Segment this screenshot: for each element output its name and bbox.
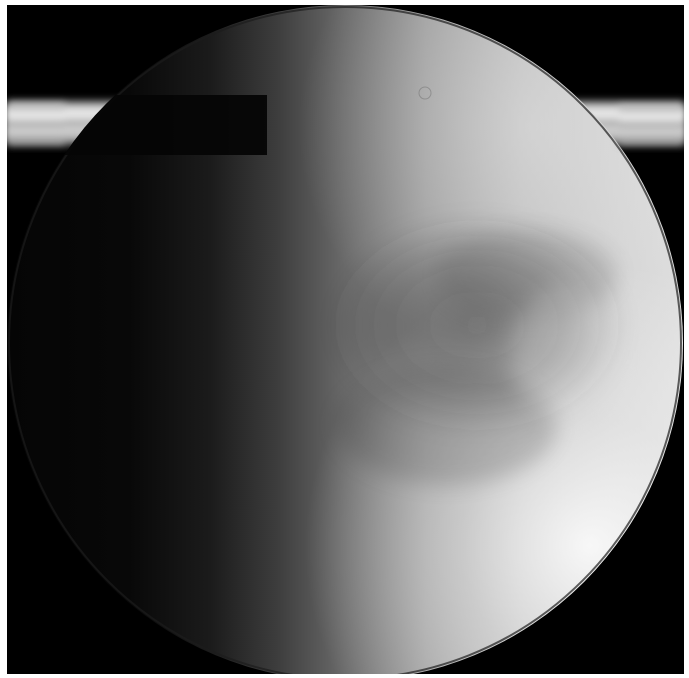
ring-edge-left (7, 103, 65, 145)
space-photo (7, 5, 684, 674)
titan-image (7, 5, 684, 674)
titan-disc (7, 5, 683, 674)
ring-edge-right (619, 105, 684, 145)
